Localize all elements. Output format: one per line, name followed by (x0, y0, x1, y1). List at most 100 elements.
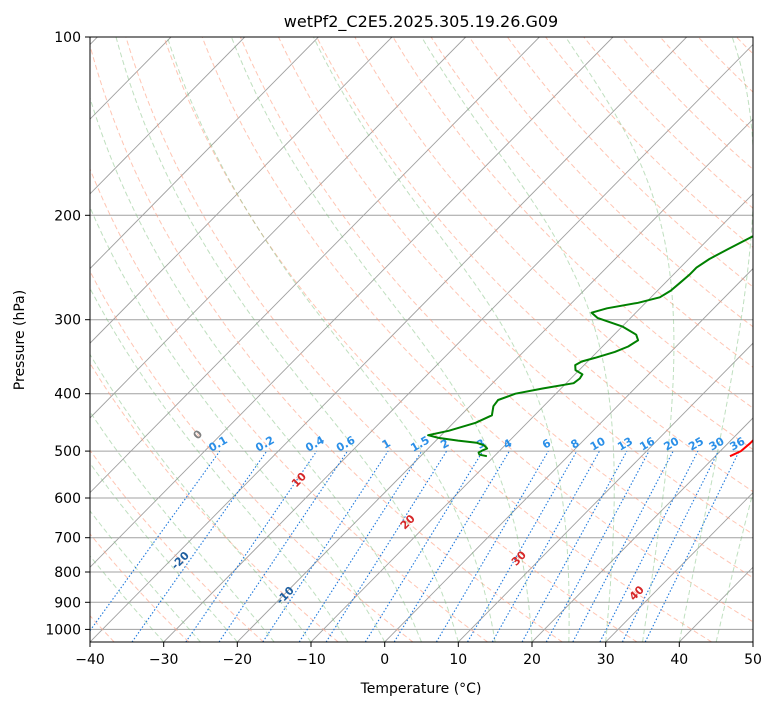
x-tick-label: 10 (449, 652, 467, 668)
moist-adiabat-line (90, 287, 349, 642)
moist-adiabat-line (678, 37, 753, 642)
y-tick-label: 600 (54, 491, 81, 507)
isotherm-line (678, 566, 753, 642)
moist-adiabat-line (115, 37, 459, 642)
dry-adiabat-line (736, 37, 753, 55)
isotherm-line (163, 43, 753, 642)
x-tick-label: 40 (670, 652, 688, 668)
mixing-ratio-line (185, 450, 318, 642)
mixing-ratio-line (521, 450, 628, 642)
moist-adiabat-line (313, 37, 570, 642)
moist-adiabat-line (166, 37, 496, 642)
dry-adiabat-label: 0 (191, 427, 206, 442)
moist-adiabat-line (230, 37, 533, 642)
y-tick-label: 800 (54, 565, 81, 581)
moist-adiabat-line (715, 490, 753, 642)
mixing-ratio-line (621, 450, 719, 642)
dry-adiabat-label: -40 (0, 475, 3, 498)
dewpoint-profile-line (427, 235, 753, 458)
dry-adiabat-line (621, 37, 753, 170)
dry-adiabat-line (201, 37, 753, 623)
dry-adiabat-line (90, 167, 488, 642)
dry-adiabat-line (545, 37, 753, 249)
mixing-ratio-line (131, 450, 268, 642)
dry-adiabat-line (90, 449, 264, 642)
x-tick-label: −40 (75, 652, 105, 668)
y-axis-title: Pressure (hPa) (12, 290, 28, 390)
x-tick-label: −10 (296, 652, 326, 668)
mixing-ratio-line (545, 450, 650, 642)
dry-adiabat-line (659, 37, 753, 132)
dry-adiabat-line (163, 37, 712, 642)
y-tick-label: 200 (54, 208, 81, 224)
y-tick-label: 100 (54, 30, 81, 46)
dry-adiabat-line (468, 37, 753, 328)
mixing-ratio-line (491, 450, 600, 642)
isotherm-line (90, 37, 614, 568)
x-tick-label: 20 (523, 652, 541, 668)
moist-adiabat-line (421, 37, 615, 642)
mixing-ratio-line (393, 450, 510, 642)
dry-adiabat-line (125, 37, 638, 642)
x-tick-label: 30 (597, 652, 615, 668)
moist-adiabat-line (90, 353, 312, 642)
dry-adiabat-label: 40 (627, 583, 647, 603)
mixing-ratio-line (599, 450, 699, 642)
x-tick-label: 50 (744, 652, 762, 668)
isotherm-line (531, 417, 753, 642)
isotherm-line (90, 37, 540, 494)
mixing-ratio-line (298, 450, 423, 642)
x-axis: −40 −30 −20 −10 0 10 20 30 40 50 (75, 642, 762, 668)
mixing-ratio-line (90, 450, 221, 632)
y-tick-label: 300 (54, 313, 81, 329)
isotherm-line (605, 492, 753, 642)
dry-adiabat-line (90, 362, 339, 642)
dry-adiabat-line (239, 37, 753, 579)
x-axis-title: Temperature (°C) (360, 681, 482, 697)
moist-adiabat-line (90, 96, 422, 642)
y-tick-label: 900 (54, 595, 81, 611)
mixing-ratio-line (325, 450, 448, 642)
moist-adiabat-line (90, 206, 386, 642)
dry-adiabat-line (430, 37, 753, 368)
y-tick-label: 700 (54, 531, 81, 547)
mixing-ratio-label: 6 (540, 436, 553, 451)
dry-adiabat-line (278, 37, 753, 535)
mixing-ratio-line (364, 450, 484, 642)
isotherm-line (90, 37, 467, 419)
y-tick-label: 400 (54, 387, 81, 403)
mixing-ratio-line (262, 450, 389, 642)
y-tick-label: 500 (54, 444, 81, 460)
mixing-ratio-line (218, 450, 348, 642)
dry-adiabat-line (583, 37, 753, 209)
moist-adiabat-line (90, 510, 201, 642)
moist-adiabat-line (90, 462, 238, 642)
dry-adiabat-line (697, 37, 753, 93)
y-axis: 1000 900 800 700 600 500 400 300 200 100 (45, 30, 90, 638)
chart-title: wetPf2_C2E5.2025.305.19.26.G09 (284, 12, 558, 32)
mixing-ratio-line (572, 450, 674, 642)
moist-adiabat-line (90, 410, 275, 642)
dry-adiabat-line (392, 37, 753, 409)
dry-adiabat-line (506, 37, 753, 288)
y-tick-label: 1000 (45, 622, 81, 638)
x-tick-label: −20 (223, 652, 253, 668)
mixing-ratio-label: 4 (501, 436, 514, 451)
plot-data-series: 0.10.20.40.611.52346810131620253036-100-… (0, 235, 753, 607)
isotherm-line (384, 267, 753, 642)
mixing-ratio-line (467, 450, 578, 642)
isotherm-line (752, 641, 753, 642)
x-tick-label: 0 (380, 652, 389, 668)
isotherm-line (457, 342, 753, 642)
dry-adiabat-line (354, 37, 753, 451)
isotherm-line (236, 118, 753, 642)
dry-adiabat-line (90, 270, 414, 642)
plot-frame (89, 36, 754, 643)
x-tick-label: −30 (149, 652, 179, 668)
dry-adiabat-line (90, 533, 190, 642)
isotherm-line (90, 37, 319, 270)
moist-adiabat-line (90, 555, 165, 642)
plot-background-lines (90, 37, 753, 642)
